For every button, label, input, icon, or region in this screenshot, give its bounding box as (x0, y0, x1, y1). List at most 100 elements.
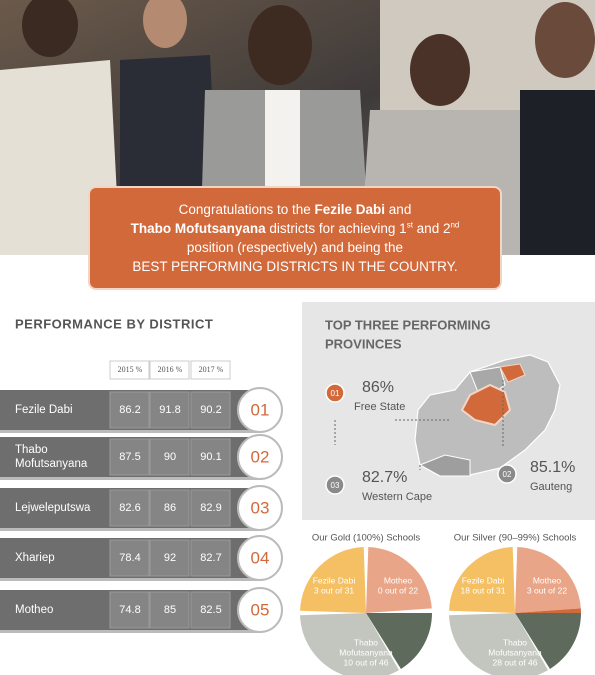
column-header-box (190, 360, 231, 380)
pie-slice (300, 547, 366, 613)
rank: 02 (503, 470, 512, 479)
banner-text: Thabo Mofutsanyana (130, 221, 266, 236)
row-bar-light (0, 578, 262, 581)
slice-name: Fezile Dabi (462, 575, 505, 585)
percent: 82.7% (362, 469, 407, 486)
pie-slice (515, 547, 581, 613)
value-cell (109, 539, 150, 577)
slice-name: Thabo (354, 637, 378, 647)
slice-name: Thabo (503, 637, 527, 647)
pie-slice (300, 613, 399, 675)
value-cell (149, 539, 190, 577)
slice-count: 18 out of 31 (461, 585, 506, 595)
district-name: Xhariep (15, 552, 55, 564)
column-header: 2017 % (199, 365, 224, 374)
province: Free State (354, 401, 405, 413)
panel-title: TOP THREE PERFORMING (325, 317, 491, 332)
district-name: Lejweleputswa (15, 502, 91, 514)
banner-text: Fezile Dabi (314, 202, 386, 217)
province: Western Cape (362, 491, 432, 503)
value: 82.9 (200, 502, 221, 514)
value-cell (190, 438, 231, 476)
rank: 04 (251, 548, 270, 567)
value: 91.8 (159, 404, 180, 416)
value: 92 (164, 552, 176, 564)
banner-text: position (respectively) and being the (186, 240, 404, 255)
banner-text: and 2 (412, 221, 451, 236)
slice-name: Fezile Dabi (313, 575, 356, 585)
value-cell (149, 489, 190, 527)
value: 78.4 (119, 552, 140, 564)
rank-circle (237, 387, 283, 433)
value-cell (109, 391, 150, 429)
banner-text: BEST PERFORMING DISTRICTS IN THE COUNTRY… (132, 259, 458, 274)
pie-title: Our Silver (90–99%) Schools (454, 533, 577, 544)
rank: 03 (331, 481, 340, 490)
percent: 85.1% (530, 459, 575, 476)
rank: 01 (251, 400, 270, 419)
percent: 86% (362, 379, 394, 396)
banner-text: Congratulations to the (178, 202, 315, 217)
banner-text: nd (450, 220, 460, 230)
value-cell (109, 591, 150, 629)
value-cell (190, 489, 231, 527)
slice-count: 0 out of 22 (378, 585, 418, 595)
pie-title: Our Gold (100%) Schools (312, 533, 420, 544)
column-header-box (149, 360, 190, 380)
slice-name: Mofutsanyana (339, 647, 393, 657)
slice-name: Mofutsanyana (488, 647, 542, 657)
rank: 03 (251, 498, 270, 517)
section-title: PERFORMANCE BY DISTRICT (15, 316, 213, 331)
value-cell (149, 391, 190, 429)
value: 82.5 (200, 604, 221, 616)
rank-circle (497, 464, 517, 484)
rank-circle (237, 434, 283, 480)
district-name: Thabo (15, 444, 48, 456)
column-header: 2016 % (158, 365, 183, 374)
rank-circle (237, 485, 283, 531)
value: 82.7 (200, 552, 221, 564)
rank: 05 (251, 600, 270, 619)
value: 90.1 (200, 451, 221, 463)
value-cell (149, 591, 190, 629)
value: 86 (164, 502, 176, 514)
rank: 01 (331, 389, 340, 398)
pie-slice (449, 547, 515, 613)
pie-slice (515, 608, 581, 613)
district-name: Motheo (15, 604, 53, 616)
slice-name: Motheo (533, 575, 562, 585)
row-bar-light (0, 477, 262, 480)
banner-text: and (385, 202, 412, 217)
rank-circle (325, 475, 345, 495)
value-cell (190, 539, 231, 577)
slice-count: 3 out of 22 (527, 585, 567, 595)
value-cell (109, 489, 150, 527)
row-bar-light (0, 528, 262, 531)
pie-slice (366, 547, 432, 613)
value-cell (190, 591, 231, 629)
banner-text: districts for achieving 1 (265, 221, 407, 236)
value: 90 (164, 451, 176, 463)
value-cell (149, 438, 190, 476)
slice-count: 3 out of 31 (314, 585, 354, 595)
pie-slice (366, 613, 432, 669)
slice-count: 28 out of 46 (493, 657, 538, 667)
slice-name: Motheo (384, 575, 413, 585)
value: 87.5 (119, 451, 140, 463)
rank: 02 (251, 447, 270, 466)
value: 86.2 (119, 404, 140, 416)
district-name: Mofutsanyana (15, 458, 88, 470)
province: Gauteng (530, 481, 572, 493)
banner: Congratulations to the Fezile Dabi and T… (88, 186, 502, 290)
value-cell (190, 391, 231, 429)
panel-title: PROVINCES (325, 336, 402, 351)
value: 82.6 (119, 502, 140, 514)
slice-count: 10 out of 46 (344, 657, 389, 667)
column-header-box (109, 360, 150, 380)
pie-slice (449, 613, 548, 675)
row-bar-light (0, 430, 262, 433)
column-header: 2015 % (118, 365, 143, 374)
